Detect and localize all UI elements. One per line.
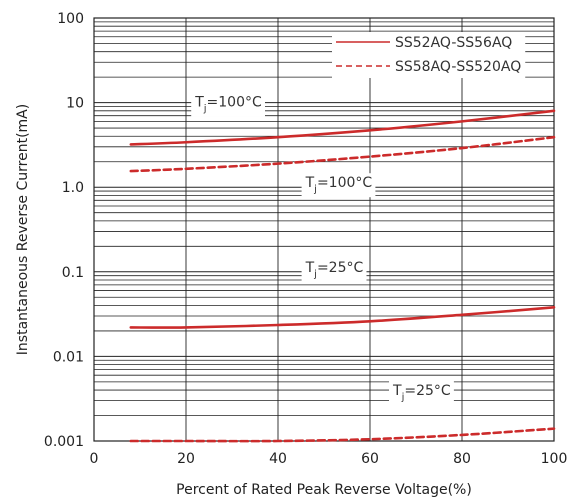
- plot-frame: [93, 17, 555, 442]
- legend-label-1: SS52AQ-SS56AQ: [395, 35, 512, 51]
- legend-background: [332, 32, 526, 78]
- y-tick-labels: 0.001 0.01 0.1 1.0 10 100: [44, 11, 84, 450]
- annotation-background: [191, 92, 265, 117]
- annotation-background: [301, 173, 376, 198]
- x-tick-label: 80: [453, 451, 471, 467]
- annotations: Tj=100°C Tj=100°C Tj=25°C Tj=25°C: [191, 92, 454, 405]
- x-tick-label: 20: [177, 451, 195, 467]
- x-axis-label: Percent of Rated Peak Reverse Voltage(%): [176, 482, 472, 498]
- y-tick-label: 1.0: [62, 180, 84, 196]
- y-tick-label: 10: [66, 96, 84, 112]
- series-line-2: [129, 135, 556, 173]
- y-tick-label: 0.001: [44, 434, 84, 450]
- y-tick-label: 0.01: [53, 349, 84, 365]
- series-line-3: [129, 306, 556, 329]
- x-tick-labels: 0 20 40 60 80 100: [90, 451, 568, 467]
- annotation: Tj=100°C: [301, 173, 376, 198]
- series-line-4: [129, 427, 556, 443]
- annotation: Tj=100°C: [191, 92, 265, 117]
- y-tick-label: 100: [57, 11, 84, 27]
- x-tick-label: 0: [90, 451, 99, 467]
- series-line-1: [129, 109, 556, 146]
- annotation-background: [301, 257, 367, 282]
- annotation-background: [389, 380, 454, 405]
- series-layer: [129, 109, 556, 443]
- annotation: Tj=25°C: [389, 380, 454, 405]
- x-tick-label: 60: [361, 451, 379, 467]
- annotation-label: Tj=100°C: [194, 94, 262, 114]
- legend: SS52AQ-SS56AQ SS58AQ-SS520AQ: [332, 32, 526, 78]
- y-tick-label: 0.1: [62, 265, 84, 281]
- annotation-label: Tj=25°C: [392, 383, 451, 403]
- annotation-label: Tj=25°C: [305, 260, 364, 280]
- legend-label-2: SS58AQ-SS520AQ: [395, 59, 521, 75]
- y-axis-label: Instantaneous Reverse Current(mA): [15, 104, 31, 355]
- x-tick-label: 100: [541, 451, 568, 467]
- x-tick-label: 40: [269, 451, 287, 467]
- annotation-label: Tj=100°C: [305, 175, 373, 195]
- annotation: Tj=25°C: [301, 257, 367, 282]
- grid: [93, 18, 555, 442]
